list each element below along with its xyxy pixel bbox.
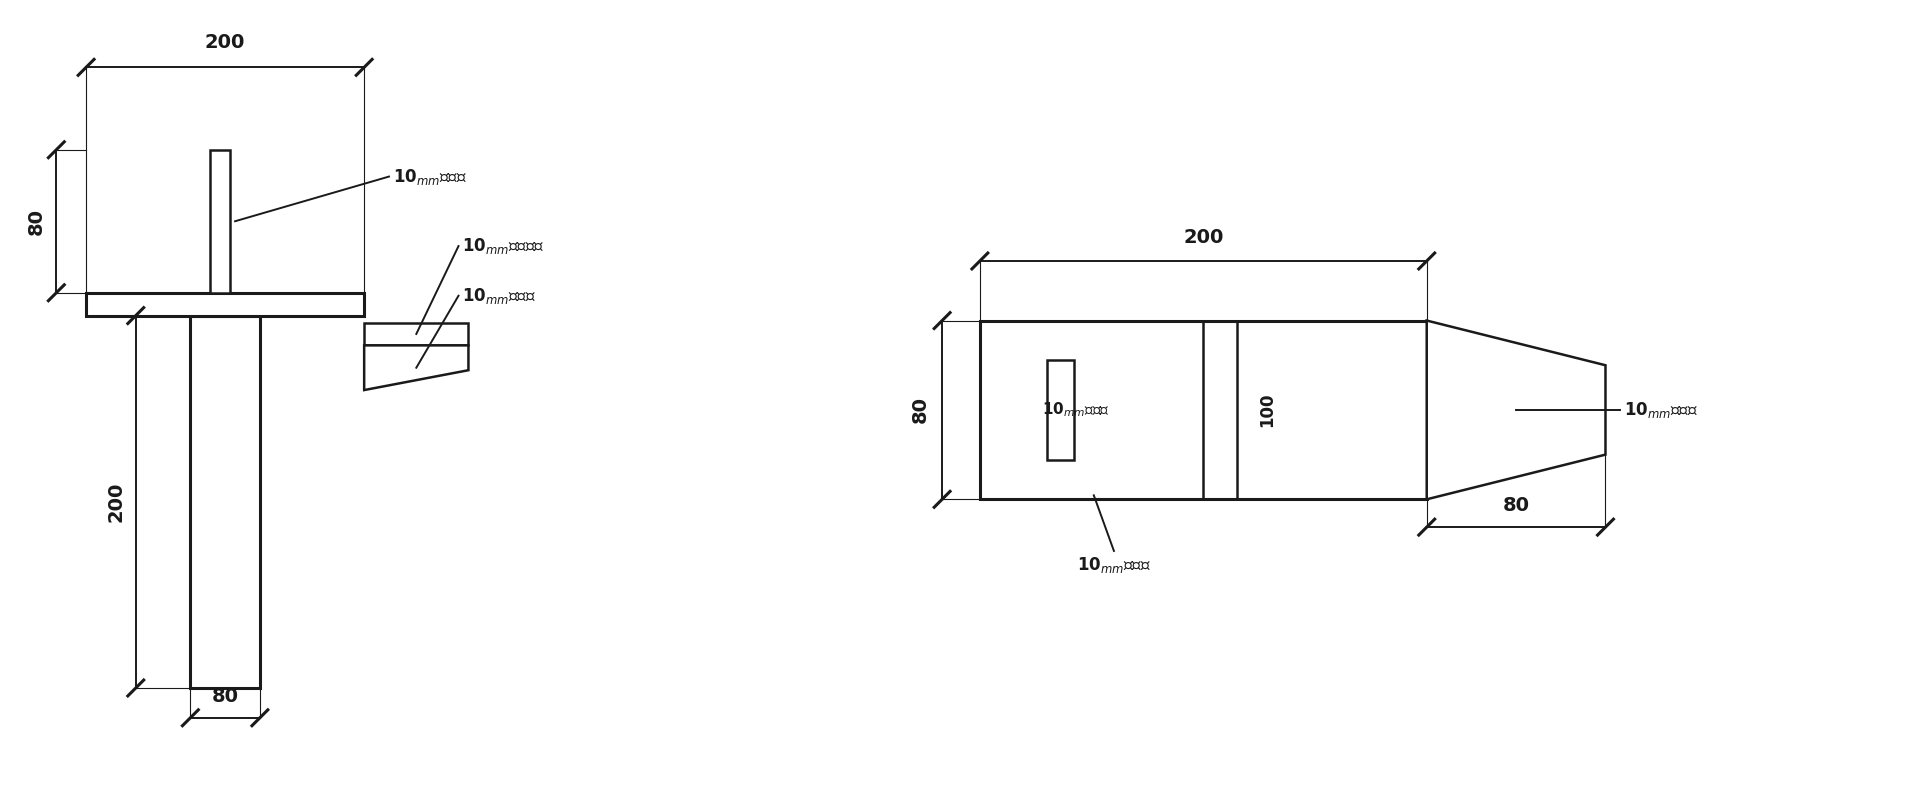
Text: 80: 80 (27, 208, 46, 234)
Text: 80: 80 (910, 397, 929, 423)
Text: 10$_{mm}$限位钢板: 10$_{mm}$限位钢板 (463, 236, 545, 256)
Text: 200: 200 (106, 482, 125, 522)
Text: 10$_{mm}$加劲板: 10$_{mm}$加劲板 (1624, 400, 1697, 420)
Text: 200: 200 (205, 34, 246, 53)
Text: 10$_{mm}$加劲板: 10$_{mm}$加劲板 (1077, 555, 1150, 575)
Text: 10$_{mm}$加劲板: 10$_{mm}$加劲板 (463, 286, 536, 306)
Text: 200: 200 (1183, 228, 1223, 247)
Bar (1046, 360, 1073, 460)
Text: 100: 100 (1258, 393, 1277, 427)
Bar (365, 322, 468, 346)
Text: 10$_{mm}$加劲板: 10$_{mm}$加劲板 (394, 166, 467, 186)
Polygon shape (365, 346, 468, 390)
Bar (190, 315, 259, 688)
Polygon shape (1427, 321, 1605, 499)
Text: 80: 80 (1503, 496, 1530, 515)
Text: 10$_{mm}$加劲板: 10$_{mm}$加劲板 (1043, 401, 1110, 419)
Bar (86, 293, 365, 315)
Bar (211, 150, 230, 293)
Text: 80: 80 (211, 687, 238, 706)
Bar (979, 321, 1427, 499)
